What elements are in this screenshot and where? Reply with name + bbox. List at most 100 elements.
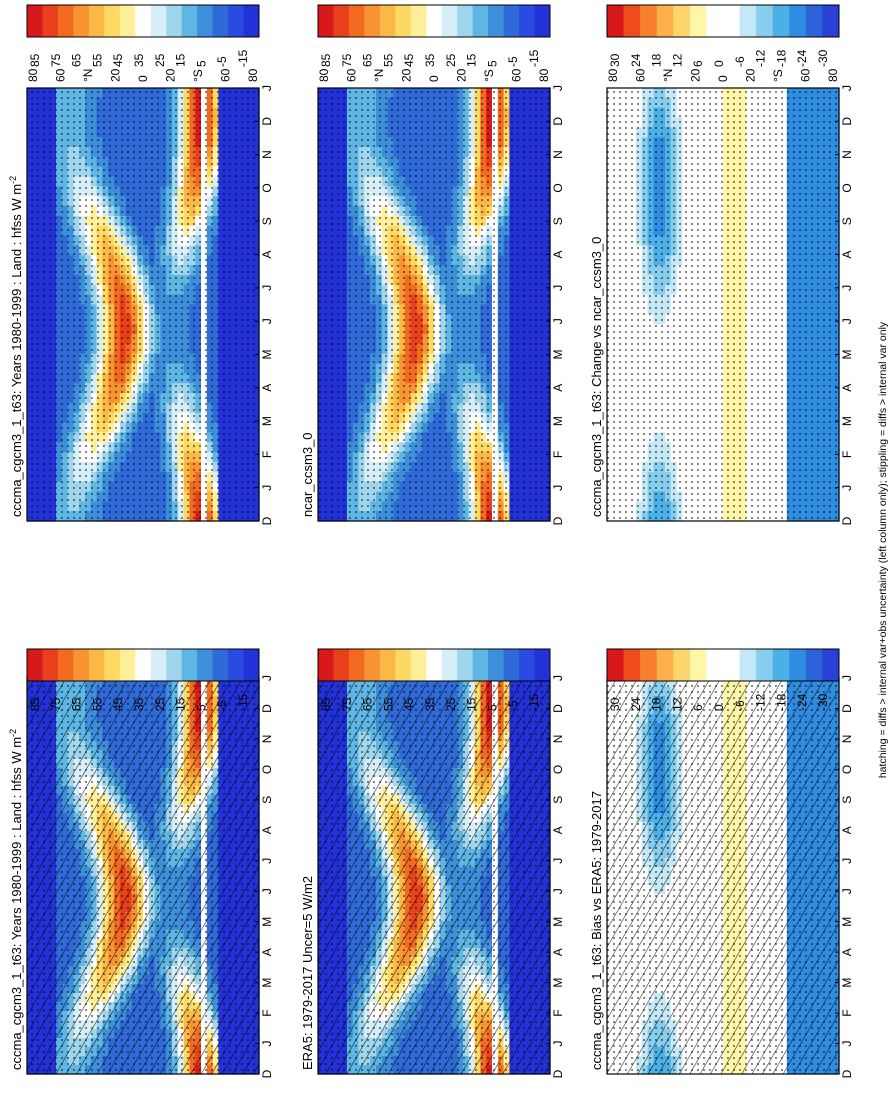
latitude-tick-label: 80 xyxy=(26,68,40,82)
colorbar-label: 25 xyxy=(153,53,167,67)
colorbar-p1: 85 75 65 55 45 35 25 15 5 -5 -15 xyxy=(26,648,260,711)
colorbar-label: 45 xyxy=(111,697,125,711)
month-tick-label: A xyxy=(260,826,274,834)
stippling-overlay xyxy=(27,678,259,1074)
colorbar-swatch xyxy=(88,649,105,681)
colorbar-swatch xyxy=(135,5,152,37)
month-tick-label: S xyxy=(260,217,274,225)
month-tick-label: O xyxy=(260,765,274,774)
month-tick-label: N xyxy=(260,735,274,744)
month-tick-label: F xyxy=(260,451,274,458)
colorbar-label: -15 xyxy=(236,49,250,67)
colorbar-label: 35 xyxy=(132,53,146,67)
colorbar-swatch xyxy=(57,649,74,681)
colorbar-label: 65 xyxy=(70,697,84,711)
month-tick-label: J xyxy=(260,285,274,291)
colorbar-frame xyxy=(26,648,260,682)
colorbar-label: 5 xyxy=(194,60,208,67)
month-tick-label: J xyxy=(260,888,274,894)
colorbar-p2: 85 75 65 55 45 35 25 15 5 -5 -15 xyxy=(26,4,260,67)
month-tick-label: J xyxy=(260,675,274,681)
colorbar-swatch xyxy=(197,5,213,37)
colorbar-swatch xyxy=(243,649,260,681)
colorbar-swatch xyxy=(212,5,229,37)
month-tick-label: A xyxy=(260,250,274,258)
colorbar-label: 45 xyxy=(111,53,125,67)
colorbar-label: 75 xyxy=(49,53,63,67)
panel-title: cccma_cgcm3_1_t63: Years 1980-1999 : Lan… xyxy=(8,176,24,517)
colorbar-swatch xyxy=(42,649,59,681)
colorbar-swatch xyxy=(42,5,59,37)
latitude-tick-label: 60 xyxy=(219,68,233,82)
colorbar-swatch xyxy=(181,649,198,681)
colorbar-label: 25 xyxy=(153,697,167,711)
panel-title-superscript: -2 xyxy=(8,176,18,184)
month-tick-label: M xyxy=(260,917,274,927)
colorbar-swatch xyxy=(88,5,105,37)
colorbar-swatch xyxy=(104,649,121,681)
latitude-tick-label: 0 xyxy=(136,75,150,82)
colorbar-label: -5 xyxy=(215,56,229,67)
month-tick-label: A xyxy=(260,384,274,392)
stippling-overlay xyxy=(27,88,259,521)
colorbar-swatch xyxy=(27,5,43,37)
colorbar-label: 75 xyxy=(49,697,63,711)
colorbar-swatch xyxy=(104,5,121,37)
month-tick-label: D xyxy=(260,704,274,713)
colorbar-label: -5 xyxy=(215,700,229,711)
colorbar-label: 15 xyxy=(174,53,188,67)
month-tick-label: M xyxy=(260,978,274,988)
panel-title: cccma_cgcm3_1_t63: Years 1980-1999 : Lan… xyxy=(8,729,24,1070)
colorbar-label: 15 xyxy=(174,697,188,711)
colorbar-swatch xyxy=(166,649,183,681)
month-tick-label: D xyxy=(260,1069,274,1078)
colorbar-label: 55 xyxy=(90,697,104,711)
latitude-tick-label: 20 xyxy=(164,68,178,82)
latitude-tick-label: 80 xyxy=(246,68,260,82)
colorbar-label: 55 xyxy=(90,53,104,67)
latitude-tick-label: 20 xyxy=(109,68,123,82)
panel-title-superscript: -2 xyxy=(8,729,18,737)
month-tick-label: J xyxy=(260,485,274,491)
colorbar-swatch xyxy=(150,649,167,681)
colorbar-label: -15 xyxy=(236,693,250,711)
colorbar-swatch xyxy=(197,649,213,681)
colorbar-label: 85 xyxy=(28,53,42,67)
panel-p1: DJFMAMJJASONDJ8060°N20020°S6080cccma_cgc… xyxy=(8,648,274,1078)
colorbar-swatch xyxy=(27,649,43,681)
colorbar-swatch xyxy=(181,5,198,37)
month-tick-label: S xyxy=(260,796,274,804)
month-tick-label: M xyxy=(260,350,274,360)
colorbar-swatch xyxy=(135,649,152,681)
colorbar-swatch xyxy=(73,649,90,681)
colorbar-swatch xyxy=(119,649,136,681)
colorbar-label: 5 xyxy=(194,704,208,711)
latitude-tick-label: 60 xyxy=(54,68,68,82)
colorbar-swatch xyxy=(150,5,167,37)
colorbar-swatch xyxy=(166,5,183,37)
month-tick-label: J xyxy=(260,858,274,864)
colorbar-swatch xyxy=(73,5,90,37)
colorbar-swatch xyxy=(228,5,244,37)
month-tick-label: D xyxy=(260,117,274,126)
month-tick-label: A xyxy=(260,948,274,956)
colorbar-label: 85 xyxy=(28,697,42,711)
month-tick-label: J xyxy=(260,318,274,324)
colorbar-swatch xyxy=(119,5,136,37)
colorbar-swatch xyxy=(243,5,260,37)
month-tick-label: M xyxy=(260,416,274,426)
colorbar-swatch xyxy=(212,649,229,681)
latitude-tick-label: °S xyxy=(191,69,205,82)
month-tick-label: J xyxy=(260,85,274,91)
month-tick-label: J xyxy=(260,1041,274,1047)
month-tick-label: F xyxy=(260,1009,274,1016)
month-tick-label: N xyxy=(260,150,274,159)
month-tick-label: O xyxy=(260,183,274,192)
month-tick-label: D xyxy=(260,516,274,525)
colorbar-label: 35 xyxy=(132,697,146,711)
colorbar-swatch xyxy=(57,5,74,37)
colorbar-label: 65 xyxy=(70,53,84,67)
